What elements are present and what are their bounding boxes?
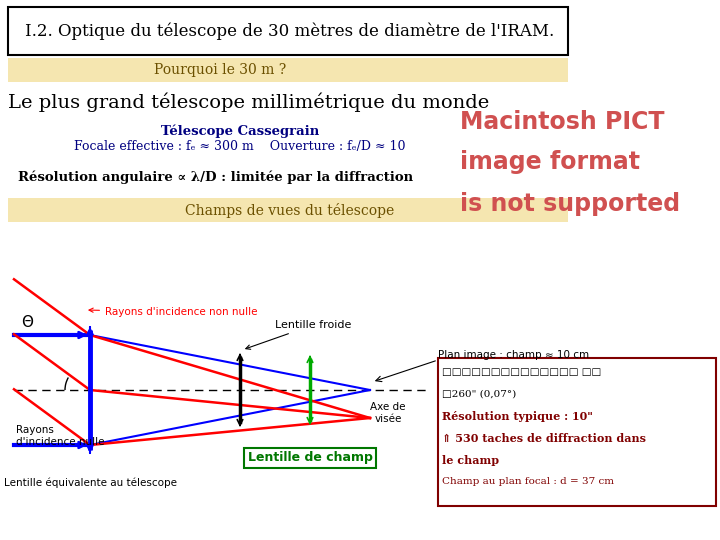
Text: Pourquoi le 30 m ?: Pourquoi le 30 m ? [154, 63, 286, 77]
Text: Macintosh PICT: Macintosh PICT [460, 110, 665, 134]
Text: Résolution typique : 10": Résolution typique : 10" [442, 410, 593, 422]
Text: le champ: le champ [442, 455, 499, 465]
Text: Lentille équivalente au télescope: Lentille équivalente au télescope [4, 478, 176, 489]
Text: Plan image : champ ≈ 10 cm: Plan image : champ ≈ 10 cm [438, 350, 589, 360]
Text: Champs de vues du télescope: Champs de vues du télescope [185, 202, 395, 218]
Text: ⇑ 530 taches de diffraction dans: ⇑ 530 taches de diffraction dans [442, 433, 646, 443]
Text: Rayons
d'incidence nulle: Rayons d'incidence nulle [16, 425, 104, 447]
Text: □260" (0,07°): □260" (0,07°) [442, 389, 516, 399]
Text: Résolution angulaire ∝ λ/D : limitée par la diffraction: Résolution angulaire ∝ λ/D : limitée par… [18, 170, 413, 184]
Bar [8, 7, 568, 55]
Bar [438, 358, 716, 506]
Bar [8, 198, 568, 222]
Bar [8, 58, 568, 82]
Text: Le plus grand télescope millimétrique du monde: Le plus grand télescope millimétrique du… [8, 92, 490, 111]
Text: Champ au plan focal : d = 37 cm: Champ au plan focal : d = 37 cm [442, 477, 614, 487]
Text: □□□□□□□□□□□□□□ □□: □□□□□□□□□□□□□□ □□ [442, 368, 601, 376]
Text: I.2. Optique du télescope de 30 mètres de diamètre de l'IRAM.: I.2. Optique du télescope de 30 mètres d… [25, 22, 554, 40]
Text: Rayons d'incidence non nulle: Rayons d'incidence non nulle [89, 307, 258, 317]
Text: is not supported: is not supported [460, 192, 680, 216]
Text: image format: image format [460, 150, 640, 174]
Text: Lentille de champ: Lentille de champ [248, 451, 372, 464]
Text: $\Theta$: $\Theta$ [22, 314, 35, 330]
Text: Lentille froide: Lentille froide [246, 320, 351, 349]
Text: Axe de
visée: Axe de visée [370, 402, 406, 423]
Text: Focale effective : fₑ ≈ 300 m    Ouverture : fₑ/D ≈ 10: Focale effective : fₑ ≈ 300 m Ouverture … [74, 140, 406, 153]
Text: Télescope Cassegrain: Télescope Cassegrain [161, 125, 319, 138]
